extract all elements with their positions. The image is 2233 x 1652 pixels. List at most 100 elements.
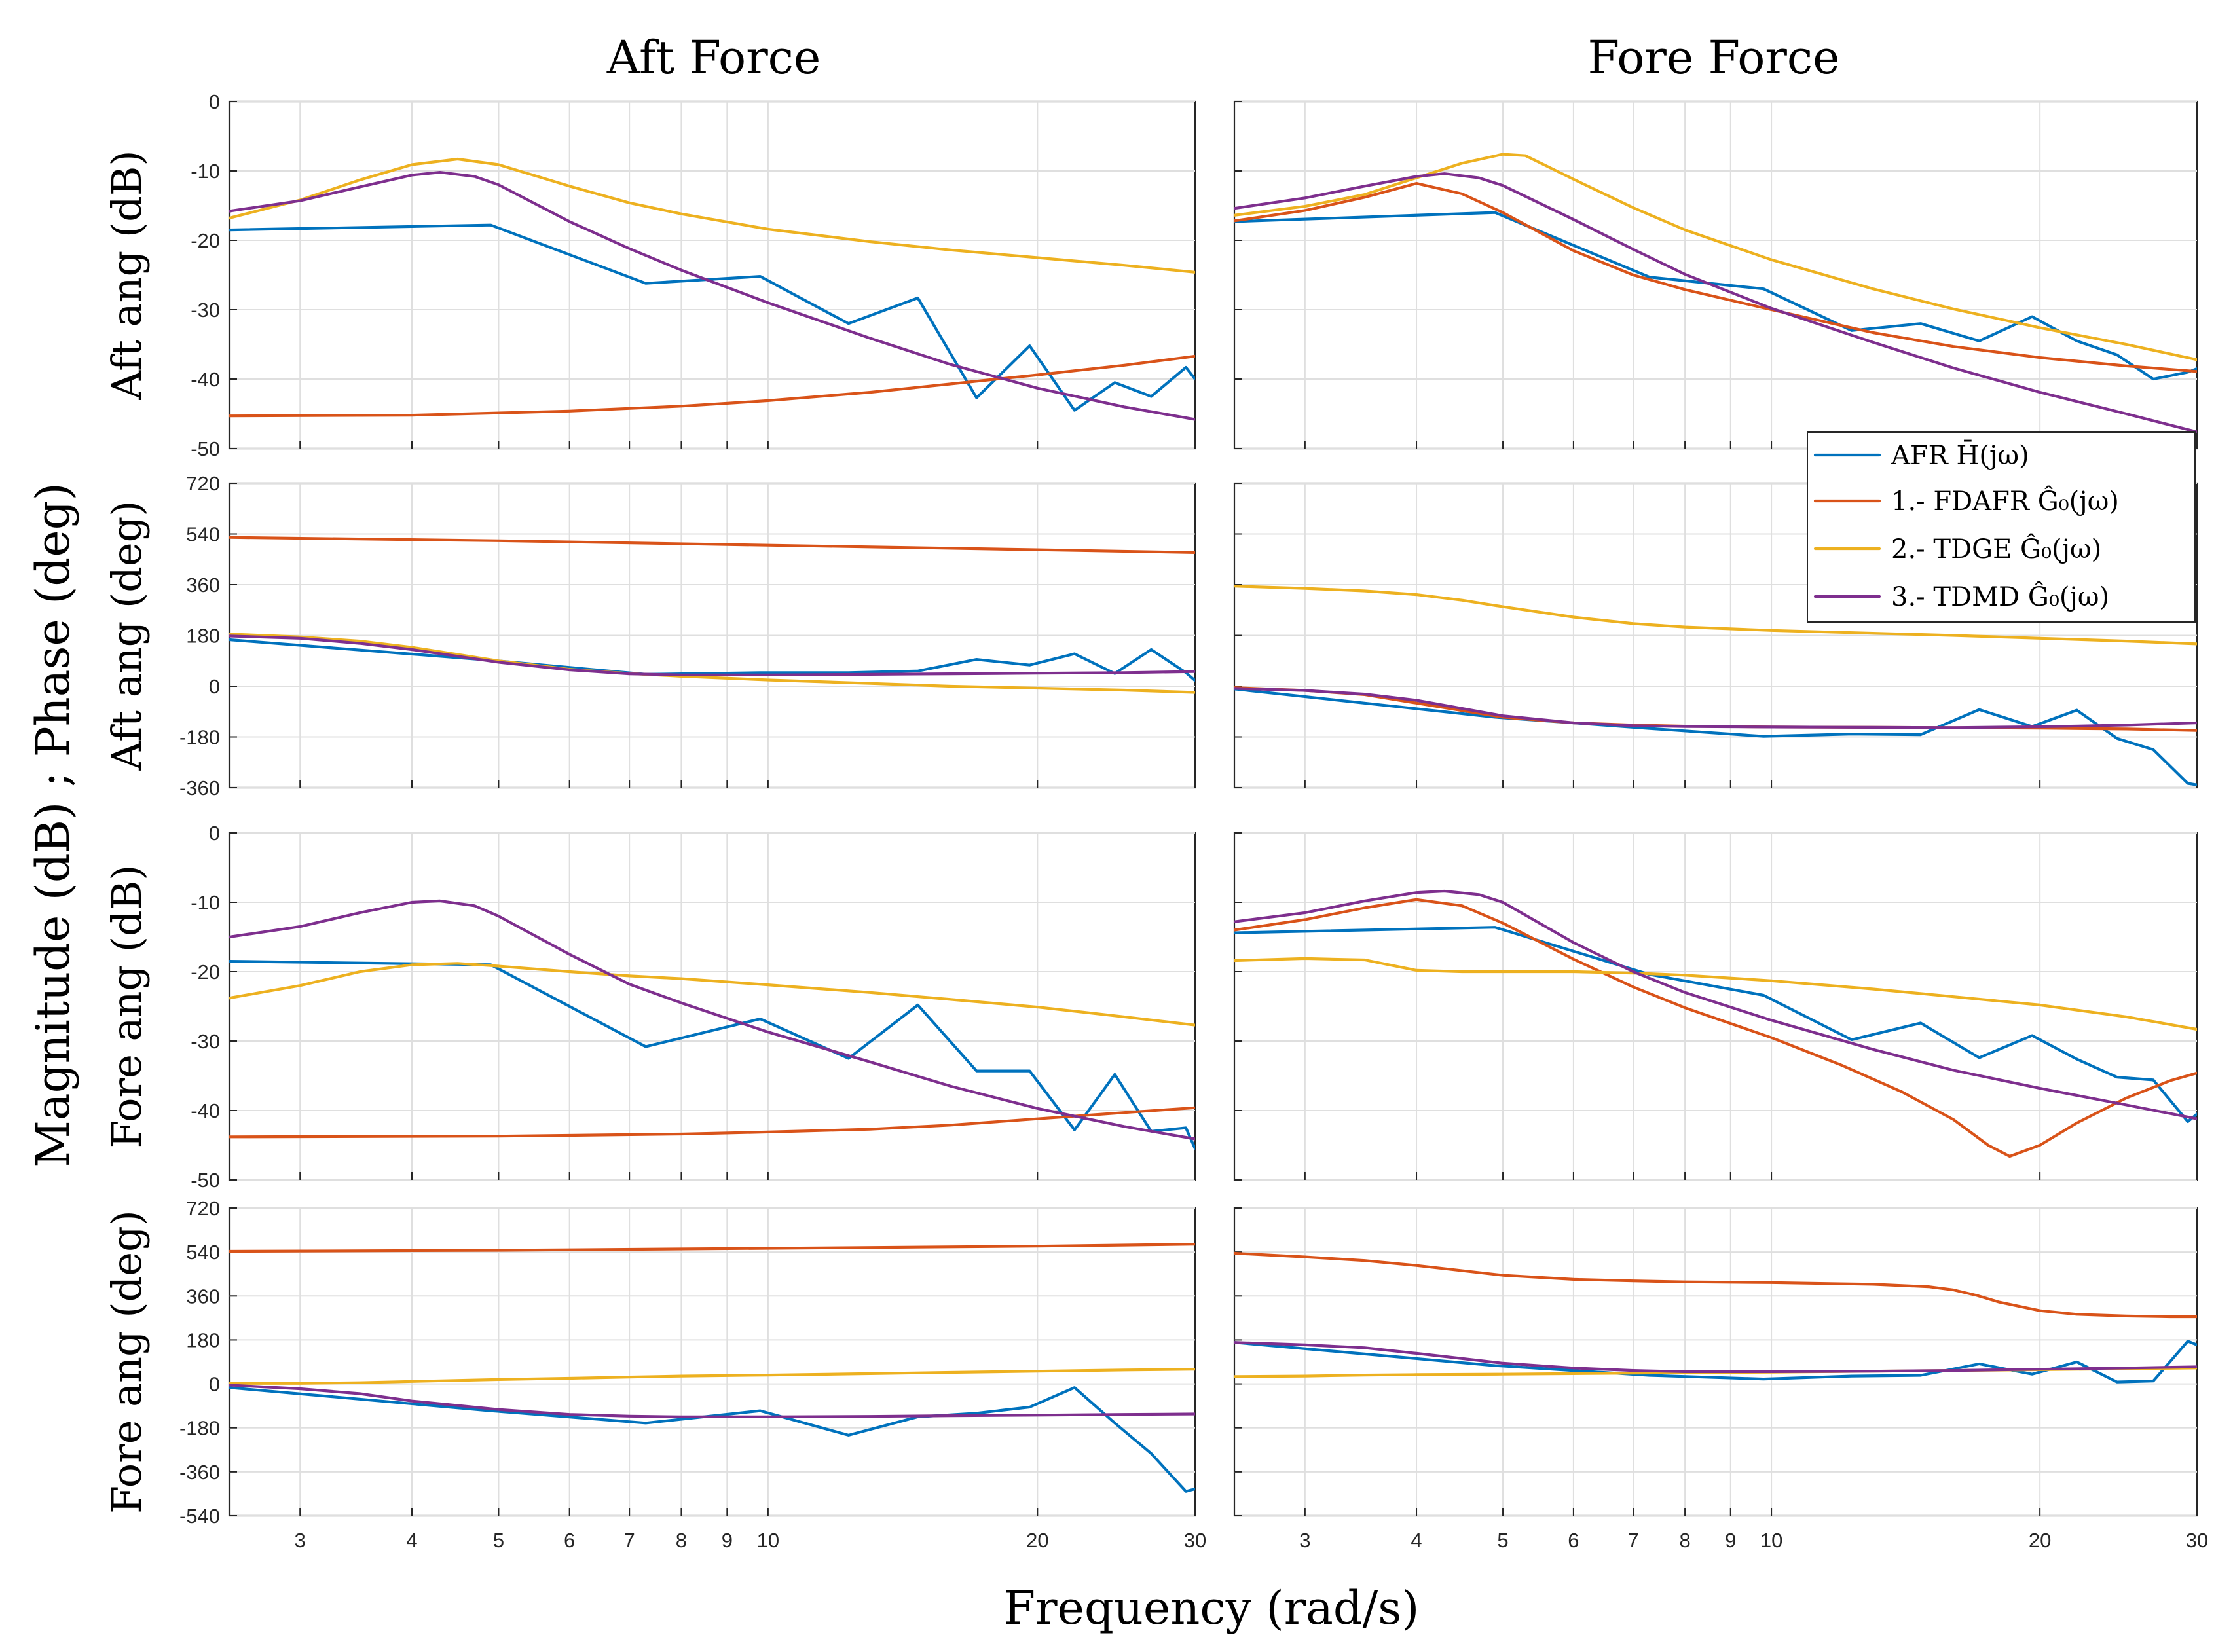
panel-fore_mag_aft (1233, 100, 2198, 450)
series-line-tdmd (229, 634, 1195, 676)
series-line-fdafr (229, 536, 1195, 555)
y-tick-label: -50 (191, 437, 220, 460)
series-group (229, 899, 1195, 1150)
series-line-fdafr (229, 1106, 1195, 1139)
legend-box (1807, 431, 2196, 623)
y-tick-label: -30 (191, 299, 220, 321)
legend-label-tdge: 2.- TDGE Ĝ₀(jω) (1891, 534, 2101, 564)
y-tick-label: 0 (209, 1373, 220, 1396)
row-ylabel: Aft ang (dB) (103, 150, 151, 400)
y-tick-label: 540 (186, 1241, 220, 1264)
series-line-tdmd (1234, 687, 2197, 729)
y-tick-label: -360 (179, 1461, 220, 1484)
x-tick-label: 6 (564, 1529, 575, 1552)
panel-fore_mag_fore (1233, 832, 2198, 1181)
y-tick-label: 180 (186, 1329, 220, 1351)
axes-fore_mag_fore (1233, 832, 2198, 1181)
figure-ylabel: Magnitude (dB) ; Phase (deg) (26, 483, 80, 1167)
y-tick-label: 0 (209, 675, 220, 698)
y-tick-label: 0 (209, 90, 220, 113)
x-tick-label: 10 (1760, 1529, 1782, 1552)
x-tick-label: 5 (493, 1529, 504, 1552)
y-tick-label: 180 (186, 625, 220, 648)
panel-fore_phase_aft (1233, 482, 2198, 789)
series-line-afr (229, 1386, 1195, 1493)
y-tick-label: -30 (191, 1030, 220, 1053)
series-line-afr (1234, 688, 2197, 786)
panel-fore_phase_fore: 3 4 5 6 7 8 9 10 20 30 (1233, 1207, 2208, 1552)
y-tick-label: -20 (191, 961, 220, 983)
x-tick-label: 4 (406, 1529, 417, 1552)
x-tick-label: 20 (1026, 1529, 1048, 1552)
x-tick-label: 6 (1568, 1529, 1579, 1552)
x-tick-label: 20 (2029, 1529, 2051, 1552)
figure-xlabel: Frequency (rad/s) (1004, 1581, 1420, 1635)
series-line-tdmd (1234, 172, 2197, 433)
series-line-tdmd (1234, 1341, 2197, 1373)
y-tick-label: 0 (209, 822, 220, 845)
series-line-tdge (229, 157, 1195, 274)
series-line-tdge (1234, 153, 2197, 361)
series-group (1234, 1251, 2197, 1384)
column-title-aft: Aft Force (606, 31, 821, 84)
legend: AFR H̄(jω) 1.- FDAFR Ĝ₀(jω) 2.- TDGE Ĝ₀(… (1807, 431, 2196, 623)
x-tick-label: 30 (1184, 1529, 1206, 1552)
series-group (229, 1243, 1195, 1493)
y-tick-label: -180 (179, 1417, 220, 1440)
y-tick-label: 720 (186, 1197, 220, 1220)
x-tick-label: 4 (1411, 1529, 1422, 1552)
x-tick-label: 8 (676, 1529, 687, 1552)
y-tick-label: -10 (191, 891, 220, 914)
y-tick-label: -360 (179, 777, 220, 799)
panel-aft_mag_fore: 0 -10 -20 -30 -40 -50 Fore ang (dB) (103, 822, 1196, 1192)
row-ylabel: Aft ang (deg) (103, 501, 151, 771)
series-line-tdmd (1234, 889, 2197, 1120)
series-line-fdafr (1234, 898, 2197, 1158)
series-line-afr (1234, 211, 2197, 381)
axes-aft_mag_aft (228, 100, 1196, 450)
x-tick-label: 7 (1627, 1529, 1638, 1552)
panel-aft_phase_aft: 720 540 360 180 0 -180 -360 Aft ang (deg) (103, 472, 1196, 799)
x-tick-label: 30 (2186, 1529, 2208, 1552)
legend-label-fdafr: 1.- FDAFR Ĝ₀(jω) (1891, 486, 2119, 517)
x-tick-label: 8 (1679, 1529, 1690, 1552)
series-group (1234, 585, 2197, 786)
legend-label-tdmd: 3.- TDMD Ĝ₀(jω) (1891, 581, 2109, 612)
y-tick-label: -40 (191, 1099, 220, 1122)
y-tick-label: -20 (191, 229, 220, 252)
series-line-fdafr (1234, 1251, 2197, 1319)
y-tick-label: 360 (186, 1285, 220, 1308)
x-tick-label: 5 (1497, 1529, 1508, 1552)
series-group (1234, 153, 2197, 433)
y-tick-label: -50 (191, 1169, 220, 1192)
row-ylabel: Fore ang (dB) (103, 865, 151, 1148)
y-tick-label: -540 (179, 1505, 220, 1528)
series-line-afr (229, 223, 1195, 412)
axes-fore_phase_fore (1233, 1207, 2198, 1517)
series-line-fdafr (229, 354, 1195, 418)
axes-aft_phase_fore (228, 1207, 1196, 1517)
series-line-afr (1234, 1340, 2197, 1384)
x-tick-label: 9 (1725, 1529, 1736, 1552)
x-tick-label: 10 (757, 1529, 779, 1552)
series-group (1234, 889, 2197, 1158)
row-ylabel: Fore ang (deg) (103, 1210, 151, 1514)
y-tick-label: 720 (186, 472, 220, 495)
axes-aft_mag_fore (228, 832, 1196, 1181)
series-line-tdmd (229, 171, 1195, 421)
y-tick-label: 360 (186, 574, 220, 597)
series-line-fdafr (1234, 182, 2197, 373)
series-line-tdmd (229, 1384, 1195, 1418)
series-group (229, 157, 1195, 421)
series-line-tdge (229, 1368, 1195, 1385)
x-tick-label: 7 (624, 1529, 635, 1552)
y-tick-label: 540 (186, 523, 220, 546)
legend-label-afr: AFR H̄(jω) (1891, 440, 2029, 471)
y-tick-label: -180 (179, 726, 220, 749)
y-tick-label: -10 (191, 160, 220, 183)
series-line-tdmd (229, 899, 1195, 1141)
panel-aft_mag_aft: 0 -10 -20 -30 -40 -50 Aft ang (dB) (103, 90, 1196, 460)
series-line-tdge (229, 962, 1195, 1027)
